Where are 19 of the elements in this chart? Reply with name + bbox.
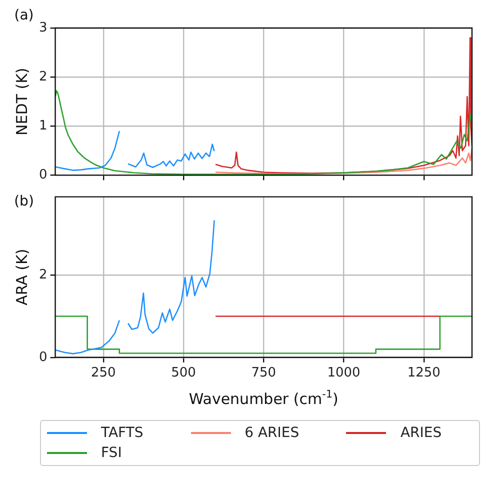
y-axis-title: ARA (K): [12, 248, 31, 306]
y-tick-label: 2: [38, 69, 48, 84]
x-tick-label: 1250: [407, 366, 440, 381]
y-tick-label: 1: [38, 118, 48, 134]
legend-label: 6 ARIES: [244, 425, 300, 441]
y-tick-label: 0: [38, 168, 48, 183]
text: (b): [14, 194, 34, 210]
y-axis-title: NEDT (K): [12, 68, 31, 136]
legend-label: TAFTS: [101, 425, 144, 441]
y-tick-label: 2: [38, 267, 48, 282]
x-tick-label: 750: [251, 366, 276, 381]
x-tick-label: 500: [171, 366, 196, 381]
legend-label: FSI: [101, 445, 122, 461]
y-tick-label: 3: [38, 20, 48, 36]
y-tick-label: 0: [38, 350, 48, 365]
legend-label: ARIES: [400, 425, 442, 441]
text: (a): [14, 8, 34, 24]
x-tick-label: 1000: [327, 366, 360, 381]
x-tick-label: 250: [90, 366, 116, 381]
